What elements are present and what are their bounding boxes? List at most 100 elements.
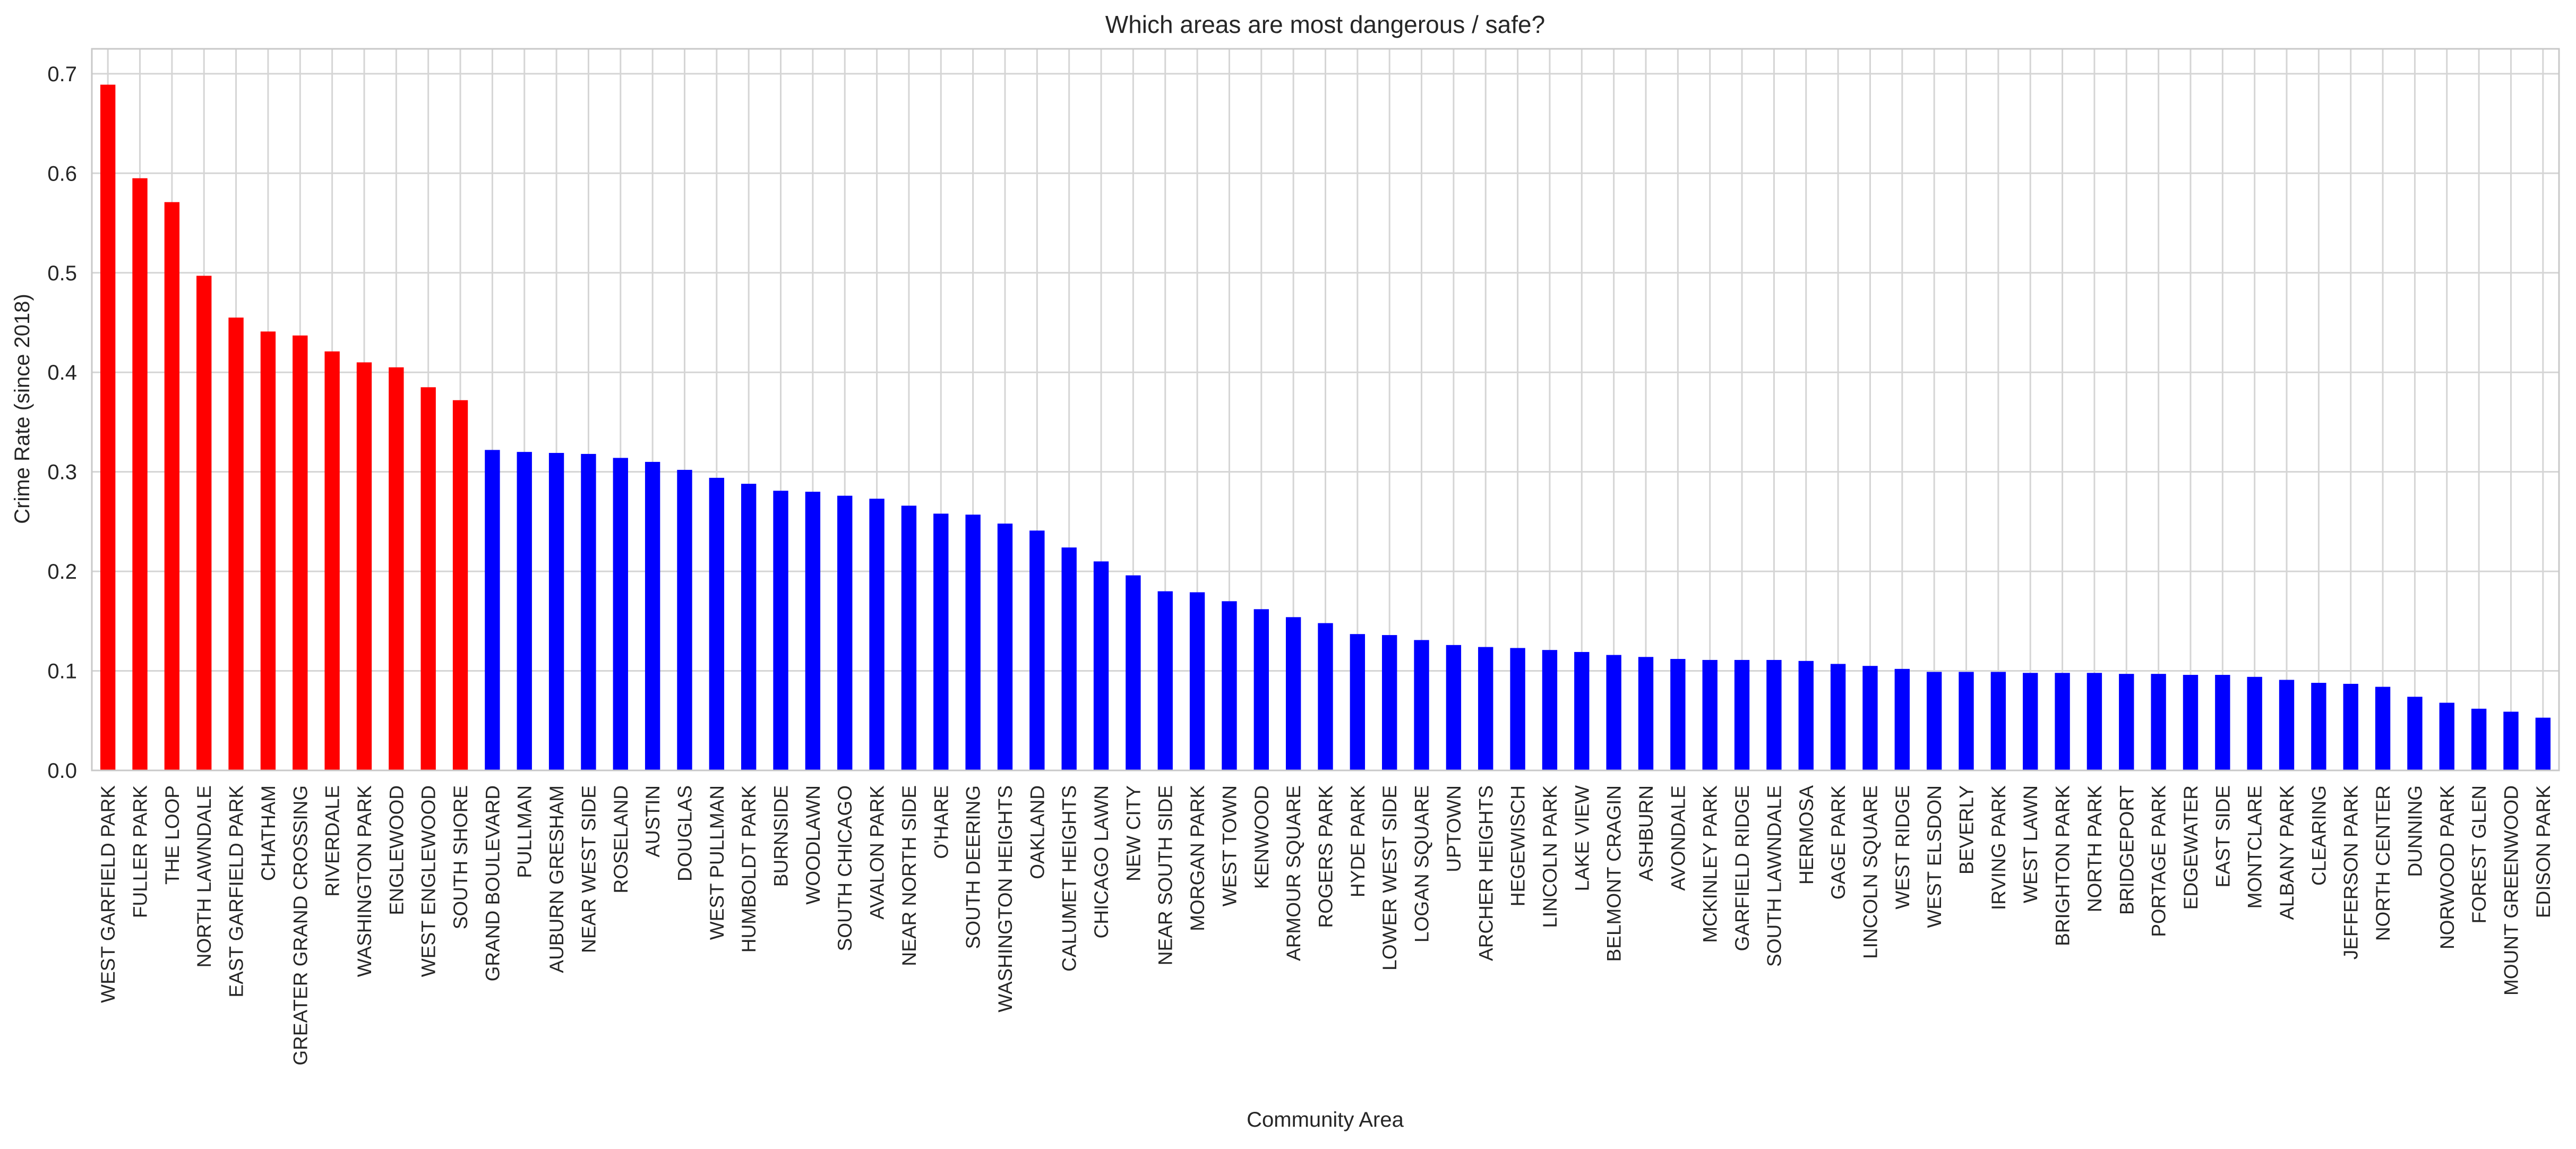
bar: [2375, 687, 2391, 770]
bars: [100, 84, 2551, 771]
x-tick-label: BRIGHTON PARK: [2052, 785, 2074, 946]
bar: [1414, 640, 1429, 770]
y-tick-label: 0.1: [47, 660, 77, 683]
x-tick-label: KENWOOD: [1251, 785, 1273, 889]
bar: [2343, 683, 2358, 770]
x-tick-label: AVALON PARK: [866, 785, 888, 920]
x-tick-label: FULLER PARK: [130, 785, 151, 918]
x-tick-label: WEST RIDGE: [1892, 785, 1913, 910]
bar: [1126, 575, 1141, 770]
bar: [2503, 711, 2519, 770]
x-tick-label: AUSTIN: [642, 785, 664, 858]
bar: [517, 452, 532, 770]
x-tick-label: HYDE PARK: [1347, 785, 1369, 897]
bar: [1638, 657, 1654, 770]
x-tick-label: CHICAGO LAWN: [1090, 785, 1112, 938]
bar: [420, 387, 436, 770]
x-tick-label: WASHINGTON HEIGHTS: [994, 785, 1016, 1013]
bar: [2086, 673, 2102, 770]
bar: [677, 469, 692, 770]
x-tick-label: THE LOOP: [161, 785, 183, 885]
x-tick-label: LOWER WEST SIDE: [1379, 785, 1401, 971]
x-tick-label: LOGAN SQUARE: [1411, 785, 1433, 942]
x-tick-label: WASHINGTON PARK: [354, 785, 375, 977]
x-tick-label: NORWOOD PARK: [2436, 785, 2458, 949]
bar: [1702, 659, 1718, 770]
y-tick-label: 0.2: [47, 560, 77, 584]
bar: [933, 513, 949, 770]
x-tick-label: JEFFERSON PARK: [2340, 785, 2362, 960]
x-tick-label: WEST TOWN: [1218, 785, 1240, 906]
x-tick-label: ROSELAND: [610, 785, 632, 894]
chart-title: Which areas are most dangerous / safe?: [1105, 11, 1545, 38]
x-tick-label: O'HARE: [930, 785, 952, 859]
x-tick-label: EDISON PARK: [2532, 785, 2554, 918]
x-tick-label: FOREST GLEN: [2468, 785, 2490, 923]
x-tick-label: EAST GARFIELD PARK: [226, 785, 247, 998]
x-tick-label: CHATHAM: [257, 785, 279, 881]
y-tick-label: 0.5: [47, 262, 77, 285]
bar: [228, 318, 244, 770]
x-tick-label: PULLMAN: [514, 785, 536, 878]
x-tick-label: MCKINLEY PARK: [1699, 785, 1721, 943]
bar: [2183, 675, 2199, 770]
x-tick-label: PORTAGE PARK: [2148, 785, 2170, 937]
y-tick-label: 0.7: [47, 63, 77, 86]
x-tick-label: NORTH CENTER: [2372, 785, 2394, 941]
bar: [869, 499, 885, 770]
bar: [100, 84, 116, 770]
bar: [132, 178, 148, 771]
bar: [965, 515, 981, 770]
x-tick-label: OAKLAND: [1026, 785, 1048, 879]
bar: [837, 495, 853, 770]
bar: [2055, 673, 2070, 770]
y-tick-label: 0.3: [47, 461, 77, 484]
bar: [452, 400, 468, 770]
bar: [1574, 651, 1590, 770]
x-tick-label: HEGEWISCH: [1507, 785, 1529, 906]
bar: [1318, 623, 1333, 770]
x-tick-label: MORGAN PARK: [1187, 785, 1208, 931]
y-axis-ticks: 0.0 0.1 0.2 0.3 0.4 0.5 0.6 0.7: [47, 63, 77, 783]
bar: [2215, 675, 2230, 770]
bar: [1862, 666, 1878, 770]
x-tick-label: SOUTH DEERING: [963, 785, 984, 949]
bar: [1478, 647, 1493, 770]
bar: [324, 351, 340, 770]
bar: [2311, 683, 2326, 770]
x-tick-label: WEST ELSDON: [1924, 785, 1945, 928]
bar: [1798, 661, 1814, 770]
x-tick-label: AVONDALE: [1667, 785, 1689, 891]
x-tick-label: WEST ENGLEWOOD: [418, 785, 440, 977]
x-axis-label: Community Area: [1247, 1108, 1404, 1131]
x-tick-label: BRIDGEPORT: [2116, 785, 2137, 915]
x-tick-label: MONTCLARE: [2244, 785, 2266, 908]
bar: [1830, 664, 1846, 770]
y-tick-label: 0.0: [47, 759, 77, 783]
bar: [1029, 530, 1045, 770]
y-tick-label: 0.6: [47, 162, 77, 185]
x-tick-label: NEAR WEST SIDE: [578, 785, 599, 953]
x-tick-label: EAST SIDE: [2212, 785, 2234, 888]
x-tick-label: NEAR SOUTH SIDE: [1155, 785, 1177, 965]
bar: [997, 524, 1013, 770]
bar: [1766, 659, 1782, 770]
bar: [485, 450, 500, 770]
x-tick-label: AUBURN GRESHAM: [546, 785, 568, 973]
bar: [741, 484, 757, 770]
bar: [1894, 668, 1910, 770]
x-tick-label: WOODLAWN: [802, 785, 824, 905]
x-tick-label: ASHBURN: [1635, 785, 1657, 881]
x-tick-label: SOUTH SHORE: [450, 785, 471, 929]
bar: [2279, 680, 2295, 770]
x-tick-label: LINCOLN PARK: [1539, 785, 1561, 928]
x-tick-label: RIVERDALE: [322, 785, 344, 897]
bar: [1350, 634, 1366, 770]
x-tick-label: GARFIELD RIDGE: [1731, 785, 1753, 951]
x-tick-label: GREATER GRAND CROSSING: [289, 785, 311, 1066]
bar: [293, 335, 308, 770]
x-tick-label: MOUNT GREENWOOD: [2500, 785, 2522, 996]
bar: [2471, 708, 2487, 770]
bar: [1157, 591, 1173, 770]
